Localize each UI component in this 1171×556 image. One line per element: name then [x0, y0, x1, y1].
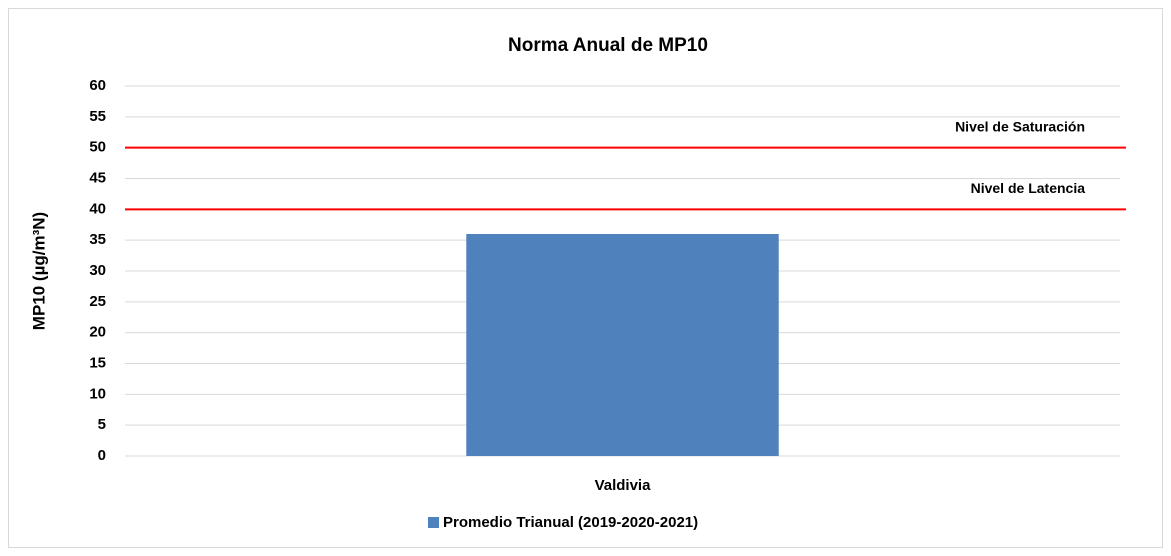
x-tick-label: Valdivia [595, 477, 652, 494]
y-tick-label: 60 [89, 77, 106, 94]
y-tick-label: 30 [89, 262, 106, 279]
legend-label: Promedio Trianual (2019-2020-2021) [443, 514, 698, 531]
y-tick-label: 25 [89, 293, 106, 310]
y-tick-label: 15 [89, 354, 106, 371]
y-axis-label: MP10 (µg/m³N) [29, 212, 48, 330]
y-tick-label: 0 [98, 447, 106, 464]
chart-title: Norma Anual de MP10 [508, 35, 708, 56]
y-tick-label: 55 [89, 108, 106, 125]
legend-swatch [428, 517, 439, 528]
y-tick-label: 35 [89, 231, 106, 248]
y-tick-label: 50 [89, 139, 106, 156]
y-tick-label: 40 [89, 200, 106, 217]
y-tick-label: 10 [89, 385, 106, 402]
y-tick-label: 45 [89, 169, 106, 186]
reference-label: Nivel de Latencia [971, 180, 1086, 196]
y-tick-label: 20 [89, 324, 106, 341]
y-tick-label: 5 [98, 416, 106, 433]
reference-label: Nivel de Saturación [955, 118, 1085, 134]
bar [466, 234, 779, 456]
